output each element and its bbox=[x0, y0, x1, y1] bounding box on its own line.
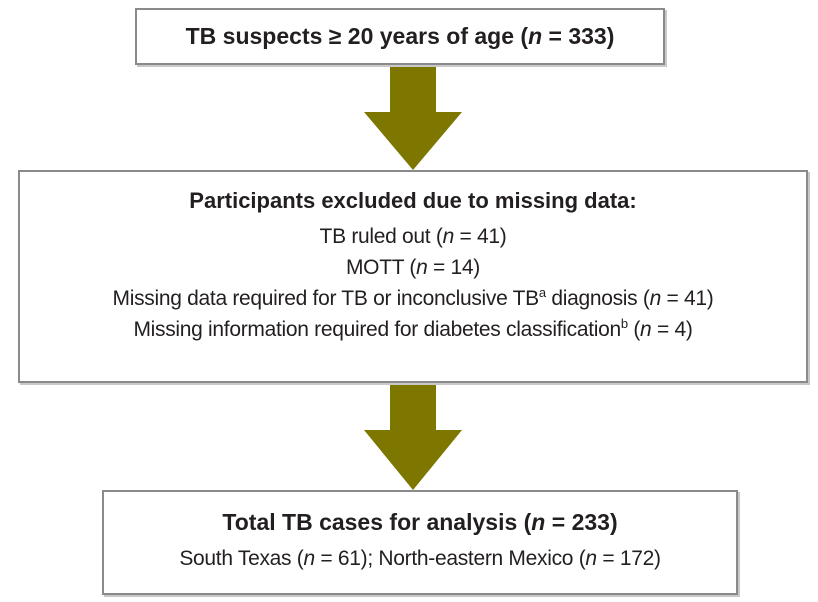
text: = 41) bbox=[660, 287, 714, 310]
text: n bbox=[531, 509, 546, 535]
node-line: MOTT (n = 14) bbox=[20, 252, 806, 283]
node-title: Participants excluded due to missing dat… bbox=[20, 186, 806, 216]
node-box: Participants excluded due to missing dat… bbox=[18, 170, 808, 383]
node-line: TB ruled out (n = 41) bbox=[20, 221, 806, 252]
text: = 14) bbox=[427, 256, 480, 279]
node-line: Missing information required for diabete… bbox=[20, 314, 806, 345]
node-box: Total TB cases for analysis (n = 233) So… bbox=[102, 490, 738, 595]
text: n bbox=[649, 287, 662, 310]
text: Total TB cases for analysis ( bbox=[222, 509, 532, 535]
text: n bbox=[585, 547, 597, 570]
footnote-mark: a bbox=[538, 285, 546, 300]
text: ( bbox=[627, 318, 641, 341]
node-title: TB suspects ≥ 20 years of age (n = 333) bbox=[137, 21, 663, 51]
node-box: TB suspects ≥ 20 years of age (n = 333) bbox=[135, 8, 665, 65]
text: n bbox=[528, 23, 543, 49]
node-line: Missing data required for TB or inconclu… bbox=[20, 283, 806, 314]
text: South Texas ( bbox=[179, 547, 304, 570]
arrow bbox=[364, 383, 462, 490]
text: = 172) bbox=[596, 547, 661, 570]
text: Missing data required for TB or inconclu… bbox=[112, 287, 540, 310]
text: = 41) bbox=[453, 225, 507, 248]
footnote-mark: b bbox=[620, 316, 628, 331]
node-line: South Texas (n = 61); North-eastern Mexi… bbox=[104, 543, 736, 574]
node-title: Total TB cases for analysis (n = 233) bbox=[104, 507, 736, 537]
text: n bbox=[640, 318, 652, 341]
text: = 4) bbox=[651, 318, 693, 341]
text: = 233) bbox=[545, 509, 618, 535]
text: = 333) bbox=[542, 23, 615, 49]
text: TB ruled out ( bbox=[319, 225, 443, 248]
text: n bbox=[303, 547, 315, 570]
text: TB suspects ≥ 20 years of age ( bbox=[185, 23, 529, 49]
arrow bbox=[364, 64, 462, 170]
text: = 61); North-eastern Mexico ( bbox=[314, 547, 586, 570]
text: diagnosis ( bbox=[545, 287, 650, 310]
text: n bbox=[416, 256, 428, 279]
text: Participants excluded due to missing dat… bbox=[189, 188, 637, 213]
text: Missing information required for diabete… bbox=[133, 318, 621, 341]
text: MOTT ( bbox=[345, 256, 417, 279]
text: n bbox=[442, 225, 455, 248]
